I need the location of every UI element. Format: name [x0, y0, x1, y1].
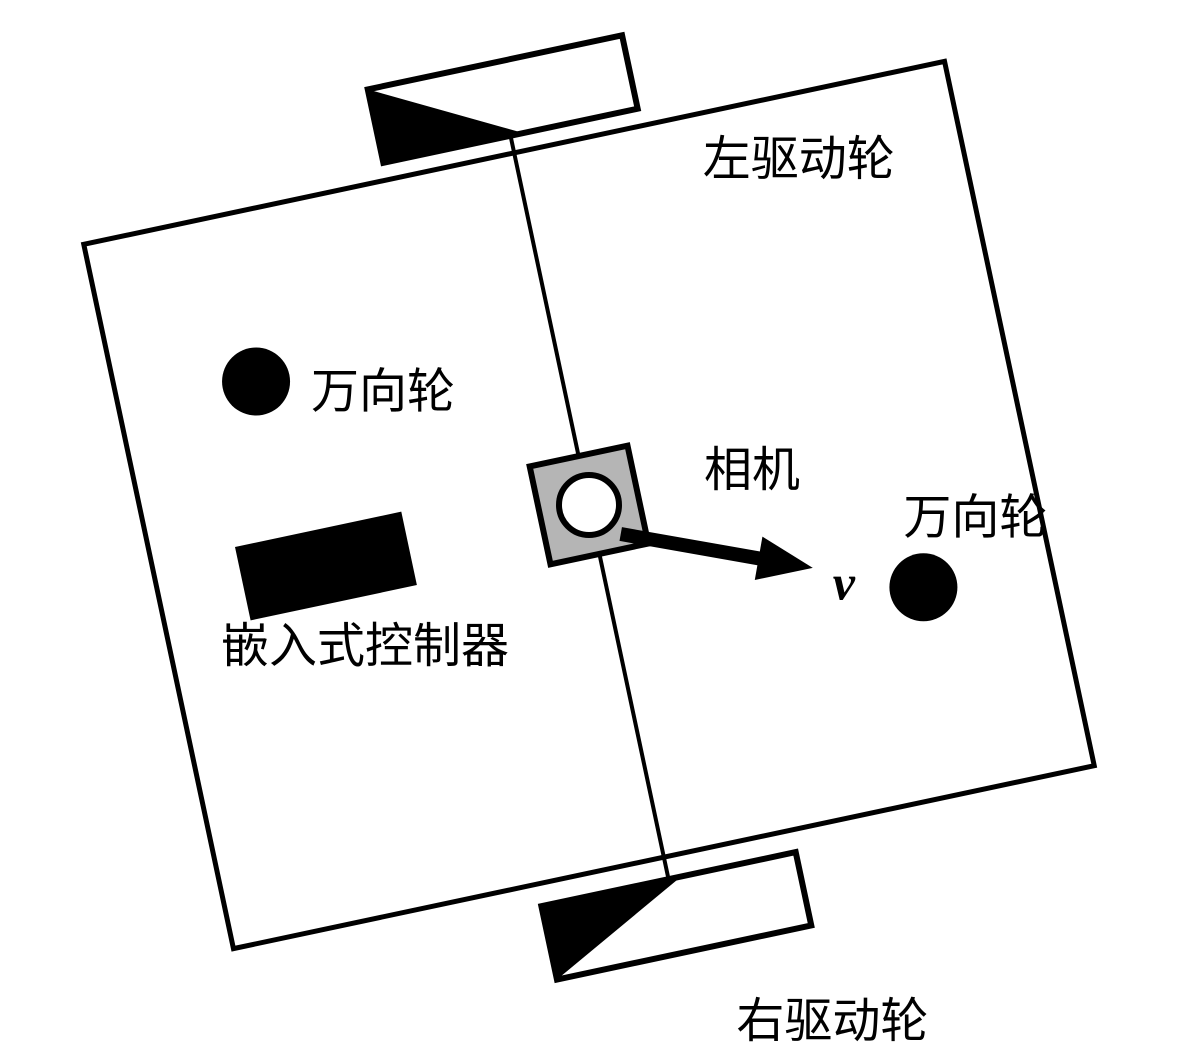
caster-rear	[222, 348, 290, 416]
camera-label: 相机	[704, 444, 800, 497]
right-drive-wheel-label: 右驱动轮	[736, 995, 928, 1048]
caster-front	[889, 553, 957, 621]
embedded-controller	[235, 512, 417, 621]
embedded-controller-label: 嵌入式控制器	[221, 620, 509, 673]
velocity-arrow-head	[755, 537, 813, 580]
caster-rear-label: 万向轮	[311, 366, 455, 419]
velocity-label: v	[833, 554, 856, 610]
camera-lens	[559, 475, 619, 535]
left-drive-wheel-label: 左驱动轮	[703, 133, 895, 186]
caster-front-label: 万向轮	[903, 491, 1047, 544]
